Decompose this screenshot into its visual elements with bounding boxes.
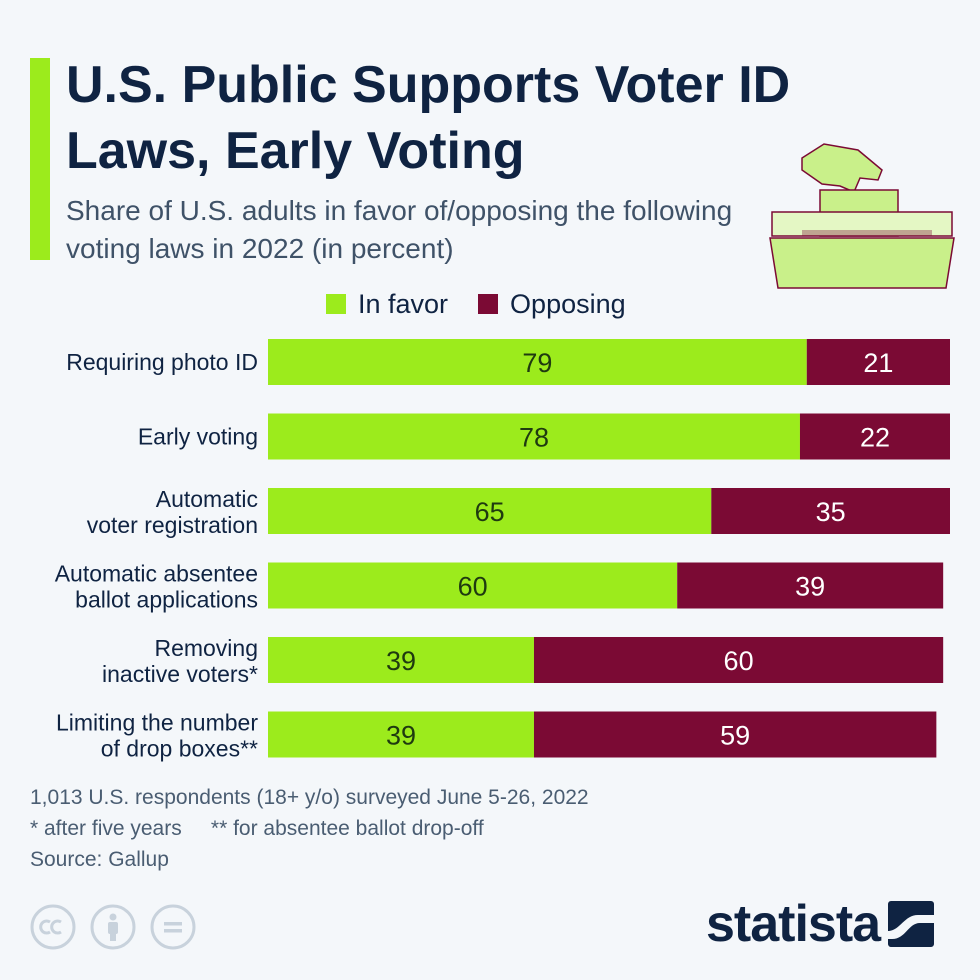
value-label-opposing: 35 — [816, 497, 846, 527]
bar-opposing — [711, 488, 950, 534]
bar-opposing — [533, 637, 944, 683]
bar-in-favor — [268, 562, 678, 609]
bar-opposing — [799, 413, 950, 460]
category-label: Automatic voter registration — [87, 486, 258, 538]
value-label-opposing: 21 — [863, 348, 893, 378]
ballot-box-icon — [769, 143, 955, 289]
by-icon[interactable] — [90, 904, 136, 950]
value-label-opposing: 39 — [795, 572, 825, 602]
cc-icon[interactable] — [30, 904, 76, 950]
legend-swatch-opposing — [478, 294, 499, 314]
value-label-in-favor: 60 — [458, 572, 488, 602]
legend-label-opposing: Opposing — [510, 288, 626, 319]
footnotes: 1,013 U.S. respondents (18+ y/o) surveye… — [30, 782, 589, 875]
statista-brand[interactable]: statista — [706, 894, 935, 954]
category-label: Limiting the number of drop boxes** — [56, 710, 258, 762]
bar-in-favor — [268, 637, 534, 683]
category-label: Removing inactive voters* — [102, 635, 258, 687]
license-icons — [30, 904, 196, 950]
value-label-in-favor: 78 — [519, 423, 549, 453]
category-label: Automatic absentee ballot applications — [55, 561, 258, 613]
value-label-in-favor: 79 — [522, 348, 552, 378]
stacked-bar-chart: Requiring photo ID 79 21 Early voting 78 22 Au… — [55, 339, 950, 762]
bar-in-favor — [268, 413, 800, 460]
statista-logo-icon — [888, 901, 935, 947]
footnote-survey: 1,013 U.S. respondents (18+ y/o) surveye… — [30, 786, 589, 809]
bar-opposing — [677, 562, 944, 609]
value-label-opposing: 22 — [860, 423, 890, 453]
bar-in-favor — [268, 711, 534, 758]
title-accent-bar — [30, 58, 50, 260]
legend-item-opposing: Opposing — [478, 289, 626, 320]
category-label: Early voting — [138, 424, 258, 450]
bar-in-favor — [268, 488, 712, 534]
bar-in-favor — [268, 339, 807, 385]
bar-opposing — [806, 339, 950, 385]
chart-subtitle: Share of U.S. adults in favor of/opposin… — [66, 195, 733, 264]
legend: In favor Opposing — [326, 284, 656, 324]
value-label-opposing: 60 — [724, 646, 754, 676]
legend-swatch-in-favor — [326, 294, 346, 314]
brand-name: statista — [706, 895, 881, 953]
value-label-in-favor: 65 — [475, 497, 505, 527]
footnote-notes: * after five years ** for absentee ballo… — [30, 817, 484, 840]
footnote-source: Source: Gallup — [30, 848, 169, 871]
bar-opposing — [533, 711, 937, 758]
value-label-in-favor: 39 — [386, 721, 416, 751]
legend-label-in-favor: In favor — [358, 288, 449, 319]
legend-item-in-favor: In favor — [326, 289, 448, 320]
nd-icon[interactable] — [150, 904, 196, 950]
category-label: Requiring photo ID — [66, 349, 258, 375]
value-label-in-favor: 39 — [386, 646, 416, 676]
value-label-opposing: 59 — [720, 721, 750, 751]
chart-title: U.S. Public Supports Voter ID Laws, Earl… — [66, 56, 791, 180]
